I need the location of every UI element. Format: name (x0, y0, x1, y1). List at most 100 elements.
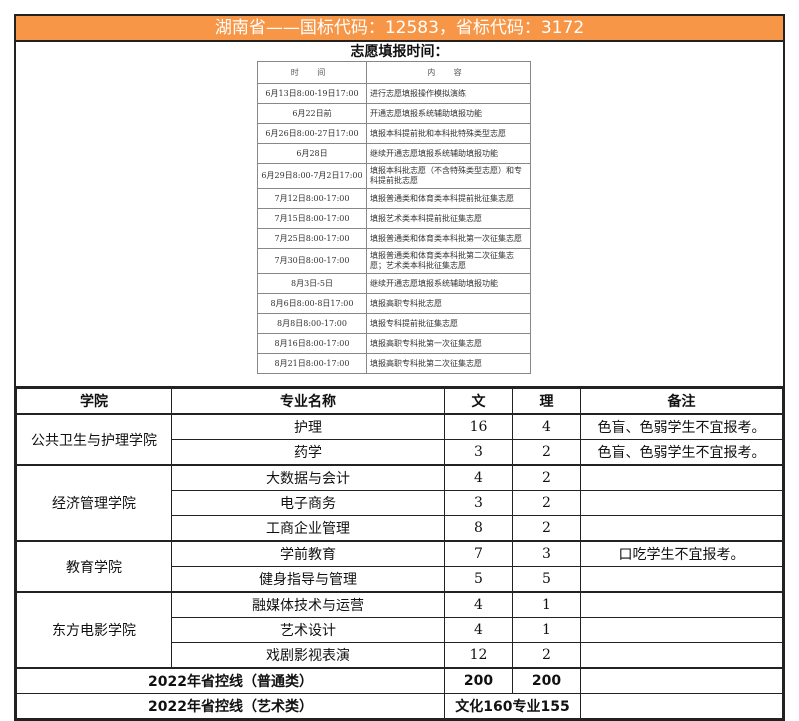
page-title: 湖南省——国标代码：12583，省标代码：3172 (16, 16, 783, 42)
schedule-table: 时 间内 容 6月13日8:00-19日17:00 进行志愿填报操作模拟演练 6月22… (257, 61, 531, 374)
schedule-time: 7月25日8:00-17:00 (257, 228, 367, 249)
remark: 色盲、色弱学生不宜报考。 (580, 439, 783, 466)
schedule-time: 8月3日-5日 (257, 273, 367, 294)
control-li: 200 (512, 667, 581, 694)
control-line-label: 2022年省控线（艺术类） (16, 693, 445, 719)
remark (580, 591, 783, 618)
schedule-time: 6月22日前 (257, 103, 367, 124)
schedule-row: 8月21日8:00-17:00 填报高职专科批第二次征集志愿 (257, 353, 531, 374)
table-row: 教育学院 学前教育 7 3 口吃学生不宜报考。 (16, 540, 783, 593)
schedule-content: 填报本科提前批和本科批特殊类型志愿 (366, 123, 531, 144)
wen-count: 16 (444, 413, 513, 440)
schedule-row: 6月28日 继续开通志愿填报系统辅助填报功能 (257, 143, 531, 164)
schedule-row: 8月8日8:00-17:00 填报专科提前批征集志愿 (257, 313, 531, 334)
schedule-content: 填报本科批志愿（不含特殊类型志愿）和专科提前批志愿 (366, 163, 531, 189)
li-count: 2 (512, 515, 581, 542)
control-line-label: 2022年省控线（普通类） (16, 667, 445, 694)
control-art-value: 文化160专业155 (444, 693, 581, 719)
major-name: 融媒体技术与运营 (171, 591, 445, 618)
schedule-row: 6月22日前 开通志愿填报系统辅助填报功能 (257, 103, 531, 124)
schedule-content: 填报普通类和体育类本科提前批征集志愿 (366, 188, 531, 209)
wen-count: 7 (444, 540, 513, 567)
li-count: 2 (512, 439, 581, 466)
table-header-row: 学院 专业名称文理备注 (16, 388, 783, 415)
remark: 口吃学生不宜报考。 (580, 540, 783, 567)
remark (580, 490, 783, 516)
wen-count: 4 (444, 464, 513, 491)
schedule-title: 志愿填报时间： (350, 44, 449, 60)
schedule-content: 填报普通类和体育类本科批第一次征集志愿 (366, 228, 531, 249)
schedule-row: 8月16日8:00-17:00 填报高职专科批第一次征集志愿 (257, 333, 531, 354)
schedule-content: 填报高职专科批第二次征集志愿 (366, 353, 531, 374)
remark (580, 464, 783, 491)
schedule-header-cell: 内 容 (366, 61, 531, 84)
table-row: 公共卫生与护理学院 护理 16 4 色盲、色弱学生不宜报考。 (16, 413, 783, 466)
li-count: 2 (512, 490, 581, 516)
wen-count: 12 (444, 642, 513, 669)
schedule-row: 6月26日8:00-27日17:00 填报本科提前批和本科批特殊类型志愿 (257, 123, 531, 144)
schedule-row: 7月15日8:00-17:00 填报艺术类本科提前批征集志愿 (257, 208, 531, 229)
schedule-row: 8月6日8:00-8日17:00 填报高职专科批志愿 (257, 293, 531, 314)
li-count: 1 (512, 591, 581, 618)
schedule-time: 6月26日8:00-27日17:00 (257, 123, 367, 144)
schedule-header-row: 时 间内 容 (257, 61, 531, 84)
major-name: 工商企业管理 (171, 515, 445, 542)
control-line-art-row: 2022年省控线（艺术类） 文化160专业155 (16, 693, 783, 719)
schedule-content: 开通志愿填报系统辅助填报功能 (366, 103, 531, 124)
schedule-content: 填报专科提前批征集志愿 (366, 313, 531, 334)
control-remark (580, 667, 783, 694)
table-row: 戏剧影视表演 12 2 (17, 642, 783, 669)
schedule-row: 6月13日8:00-19日17:00 进行志愿填报操作模拟演练 (257, 83, 531, 104)
schedule-section: 志愿填报时间： 时 间内 容 6月13日8:00-19日17:00 进行志愿填报操作… (16, 42, 783, 388)
schedule-time: 7月12日8:00-17:00 (257, 188, 367, 209)
schedule-content: 填报高职专科批第一次征集志愿 (366, 333, 531, 354)
major-name: 艺术设计 (171, 617, 445, 643)
remark (580, 515, 783, 542)
wen-count: 3 (444, 490, 513, 516)
schedule-content: 填报高职专科批志愿 (366, 293, 531, 314)
schedule-row: 6月29日8:00-7月2日17:00 填报本科批志愿（不含特殊类型志愿）和专科提… (257, 163, 531, 189)
major-name: 戏剧影视表演 (171, 642, 445, 669)
schedule-row: 7月12日8:00-17:00 填报普通类和体育类本科提前批征集志愿 (257, 188, 531, 209)
li-count: 2 (512, 464, 581, 491)
schedule-time: 6月29日8:00-7月2日17:00 (257, 163, 367, 189)
college-name: 教育学院 (16, 540, 172, 593)
schedule-row: 7月30日8:00-17:00 填报普通类和体育类本科批第二次征集志愿；艺术类本科… (257, 248, 531, 274)
wen-count: 3 (444, 439, 513, 466)
schedule-time: 6月13日8:00-19日17:00 (257, 83, 367, 104)
major-name: 学前教育 (171, 540, 445, 567)
wen-count: 8 (444, 515, 513, 542)
schedule-time: 8月6日8:00-8日17:00 (257, 293, 367, 314)
li-count: 4 (512, 413, 581, 440)
remark (580, 617, 783, 643)
li-count: 1 (512, 617, 581, 643)
remark (580, 566, 783, 593)
major-name: 电子商务 (171, 490, 445, 516)
schedule-header-cell: 时 间 (257, 61, 367, 84)
schedule-time: 8月8日8:00-17:00 (257, 313, 367, 334)
schedule-content: 继续开通志愿填报系统辅助填报功能 (366, 273, 531, 294)
table-row: 电子商务 3 2 (17, 490, 783, 516)
major-name: 药学 (171, 439, 445, 466)
schedule-time: 6月28日 (257, 143, 367, 164)
remark (580, 642, 783, 669)
college-name: 东方电影学院 (16, 591, 172, 669)
control-line-general-row: 2022年省控线（普通类） 200 200 (16, 667, 783, 694)
schedule-content: 继续开通志愿填报系统辅助填报功能 (366, 143, 531, 164)
major-name: 健身指导与管理 (171, 566, 445, 593)
header-cell: 备注 (580, 388, 783, 415)
li-count: 2 (512, 642, 581, 669)
schedule-row: 8月3日-5日 继续开通志愿填报系统辅助填报功能 (257, 273, 531, 294)
college-name: 经济管理学院 (16, 464, 172, 542)
schedule-row: 7月25日8:00-17:00 填报普通类和体育类本科批第一次征集志愿 (257, 228, 531, 249)
schedule-time: 7月15日8:00-17:00 (257, 208, 367, 229)
remark: 色盲、色弱学生不宜报考。 (580, 413, 783, 440)
schedule-time: 8月21日8:00-17:00 (257, 353, 367, 374)
admission-plan-table: 湖南省——国标代码：12583，省标代码：3172 志愿填报时间： 时 间内 容… (14, 14, 785, 721)
header-cell: 理 (512, 388, 581, 415)
header-cell: 文 (444, 388, 513, 415)
schedule-content: 填报普通类和体育类本科批第二次征集志愿；艺术类本科批征集志愿 (366, 248, 531, 274)
schedule-content: 填报艺术类本科提前批征集志愿 (366, 208, 531, 229)
header-cell: 学院 (16, 388, 172, 415)
major-name: 大数据与会计 (171, 464, 445, 491)
